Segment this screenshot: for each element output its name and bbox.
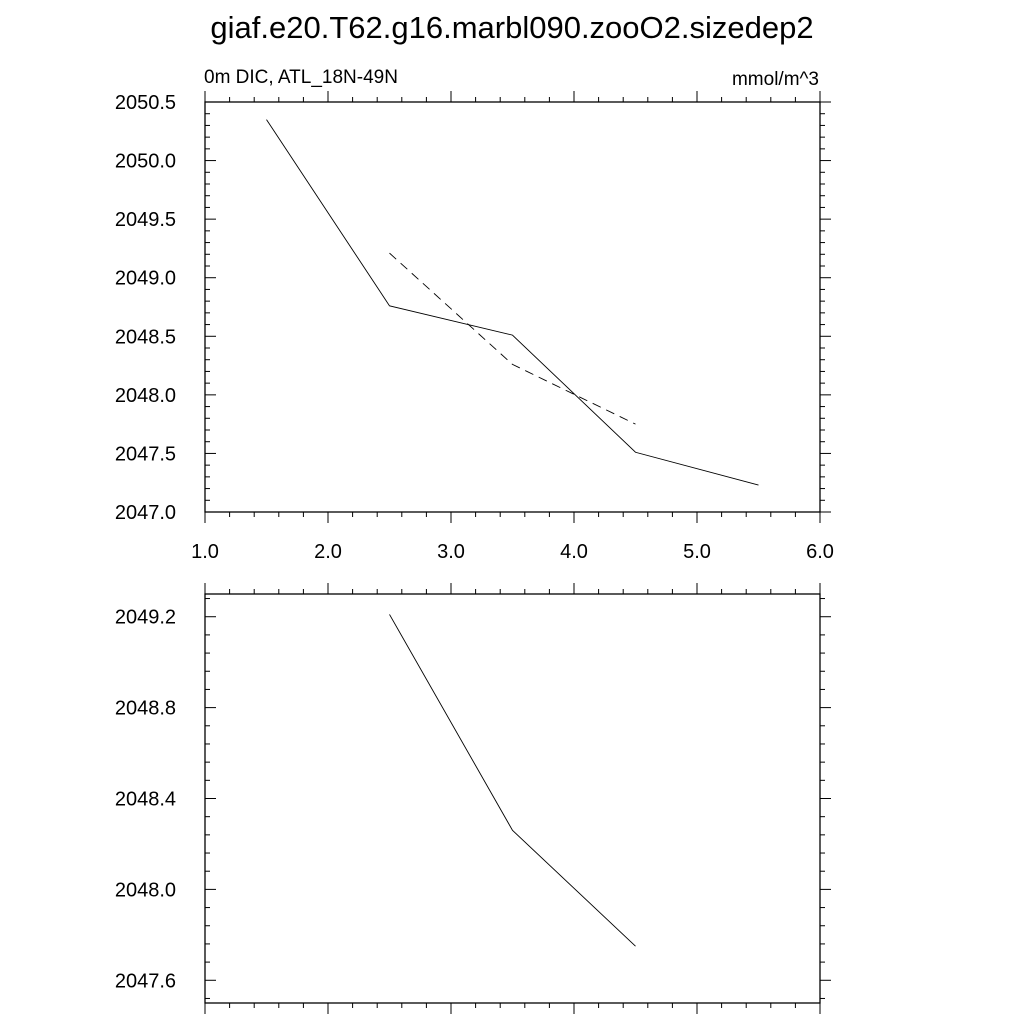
top-plot-frame — [204, 101, 821, 513]
bottom-y-tick-label: 2049.2 — [115, 607, 176, 629]
top-series-solid-line — [266, 119, 759, 486]
bottom-y-tick-label: 2048.8 — [115, 698, 176, 720]
top-panel-subtitle-right: mmol/m^3 — [732, 69, 819, 90]
top-y-tick-label: 2049.5 — [115, 209, 176, 231]
top-y-tick-label: 2050.5 — [115, 92, 176, 114]
bottom-y-tick-label: 2048.4 — [115, 789, 176, 811]
top-x-tick-label: 2.0 — [314, 541, 342, 563]
top-y-tick-label: 2050.0 — [115, 151, 176, 173]
top-y-tick-label: 2047.0 — [115, 502, 176, 524]
top-y-tick-label: 2048.5 — [115, 326, 176, 348]
bottom-series-solid-line — [389, 614, 636, 947]
top-y-tick-label: 2049.0 — [115, 268, 176, 290]
top-x-tick-label: 5.0 — [683, 541, 711, 563]
bottom-y-tick-label: 2048.0 — [115, 879, 176, 901]
top-x-tick-label: 6.0 — [806, 541, 834, 563]
figure-title: giaf.e20.T62.g16.marbl090.zooO2.sizedep2 — [210, 10, 813, 45]
top-panel-subtitle-left: 0m DIC, ATL_18N-49N — [204, 67, 398, 88]
top-panel: 0m DIC, ATL_18N-49N mmol/m^3 1.0 2.0 3.0 4.… — [115, 67, 834, 563]
top-x-tick-label: 4.0 — [560, 541, 588, 563]
top-y-tick-label: 2047.5 — [115, 443, 176, 465]
top-series-dashed-line — [389, 252, 636, 425]
top-x-tick-label: 1.0 — [191, 541, 219, 563]
top-y-tick-label: 2048.0 — [115, 385, 176, 407]
top-x-tick-label: 3.0 — [437, 541, 465, 563]
bottom-y-tick-label: 2047.6 — [115, 970, 176, 992]
bottom-plot-frame — [204, 593, 821, 1004]
bottom-panel: 2047.6 2048.0 2048.4 2048.8 2049.2 — [115, 583, 831, 1014]
